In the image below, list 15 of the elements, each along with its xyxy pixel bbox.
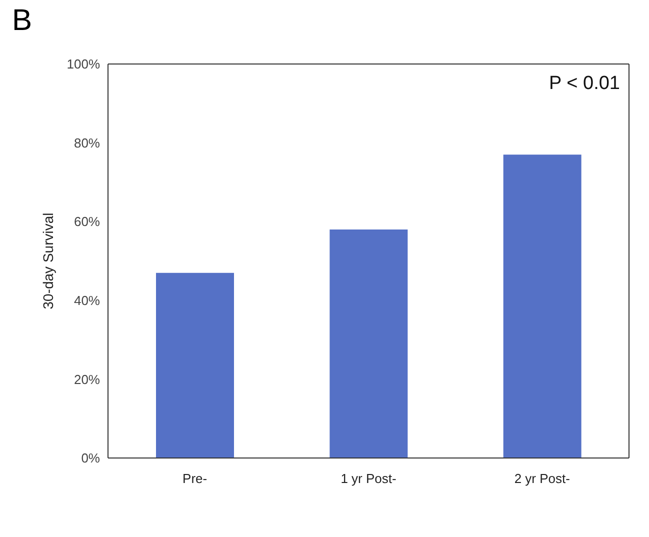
bar (330, 229, 408, 458)
y-tick-label: 20% (74, 372, 100, 387)
y-axis-title: 30-day Survival (40, 212, 56, 310)
y-tick-label: 80% (74, 135, 100, 150)
y-tick-label: 60% (74, 214, 100, 230)
bar (156, 272, 234, 458)
annotation: P < 0.01 (549, 73, 620, 95)
bar (503, 154, 582, 458)
x-tick-label: 2 yr Post- (514, 471, 570, 486)
y-tick-label: 100% (66, 56, 100, 72)
x-tick-label: Pre- (182, 471, 208, 486)
x-tick-label: 1 yr Post- (340, 471, 396, 486)
chart-title: B (12, 4, 32, 38)
y-tick-label: 40% (74, 293, 100, 308)
y-tick-label: 0% (81, 450, 100, 466)
